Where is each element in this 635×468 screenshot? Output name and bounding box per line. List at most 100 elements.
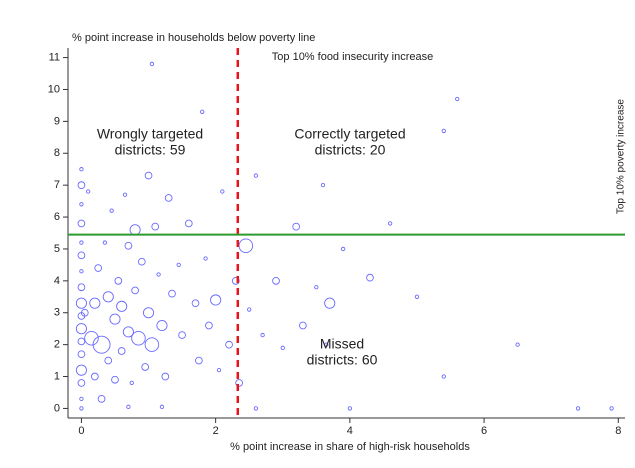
bubble [455,96,460,102]
y-tick-label: 3 [54,307,60,319]
bubble [144,337,160,352]
bubble [515,342,520,347]
bubble [238,238,254,254]
reference-label: Top 10% poverty increase [616,99,627,215]
bubble [77,350,86,359]
y-tick-label: 5 [54,243,60,255]
bubble [117,347,126,355]
y-tick-label: 4 [54,275,60,287]
y-tick-label: 11 [49,51,60,63]
bubble [195,356,203,365]
bubble [122,326,134,338]
y-tick-label: 0 [54,402,60,414]
y-tick-label: 7 [54,179,60,191]
annotation: districts: 59 [115,142,186,158]
bubble [80,308,89,317]
annotation: Correctly targeted [294,126,405,142]
bubble [102,240,108,245]
bubble [79,406,84,411]
bubble [168,289,176,298]
bubble [340,246,346,252]
bubble [142,307,155,319]
bubble [299,321,307,330]
bubble [280,345,285,350]
annotation: Missed [320,336,364,352]
x-tick-label: 2 [213,425,219,437]
bubble [102,291,114,303]
bubble [149,61,155,67]
bubble [79,269,84,274]
x-tick-label: 6 [481,425,487,437]
y-tick-label: 10 [48,83,60,95]
y-tick-label: 8 [54,147,60,159]
bubble [314,285,319,290]
bubble [235,379,243,387]
x-tick-label: 0 [78,425,84,437]
bubble [75,297,87,309]
bubble [129,224,141,236]
annotation: districts: 20 [315,142,386,158]
bubble [231,276,240,285]
y-tick-label: 9 [54,115,60,127]
bubble [200,109,205,114]
x-axis-title: % point increase in share of high-risk h… [230,441,470,453]
bubble [109,208,114,213]
bubble [131,286,139,295]
bubble [253,173,259,178]
bubble [184,219,193,228]
bubble [109,313,121,325]
bubble [124,241,133,250]
bubble [210,294,222,306]
bubble [366,273,374,282]
bubble [441,128,446,134]
bubble [387,221,393,226]
bubble [77,181,86,190]
bubble [272,276,280,285]
bubble [75,323,87,335]
bubble [324,342,329,347]
bubble [203,256,208,261]
bubble [156,272,161,277]
bubble [94,264,103,272]
bubble [144,171,153,180]
x-tick-label: 4 [347,425,353,437]
bubble [575,406,581,411]
bubble [126,404,131,409]
bubble [205,321,213,330]
reference-label: Top 10% food insecurity increase [272,51,433,63]
bubble [164,194,173,202]
bubble [178,331,186,339]
x-tick-label: 8 [615,425,621,437]
bubble [77,283,86,292]
y-tick-label: 6 [54,211,60,223]
y-tick-label: 2 [54,339,60,351]
bubble [92,335,111,354]
y-tick-label: 1 [54,370,60,382]
bubble [131,331,146,346]
bubble [77,337,86,346]
bubble [89,297,101,309]
bubble [292,222,301,231]
bubble [225,340,233,349]
bubble [116,300,128,312]
bubble [260,332,265,338]
bubble [324,297,336,309]
bubble [247,307,252,312]
bubble [216,368,222,373]
bubble [75,364,87,376]
bubble [347,406,353,411]
bubble [220,189,225,194]
bubble [84,331,99,346]
bubble [151,222,160,231]
bubble [77,219,86,228]
bubble [191,299,200,308]
bubble [441,374,446,379]
bubble [414,294,420,299]
bubble [77,251,86,260]
bubble [320,183,326,188]
bubble [176,262,181,268]
annotation: districts: 60 [307,352,378,368]
bubble [122,192,128,197]
y-axis-title: % point increase in households below pov… [72,32,315,44]
